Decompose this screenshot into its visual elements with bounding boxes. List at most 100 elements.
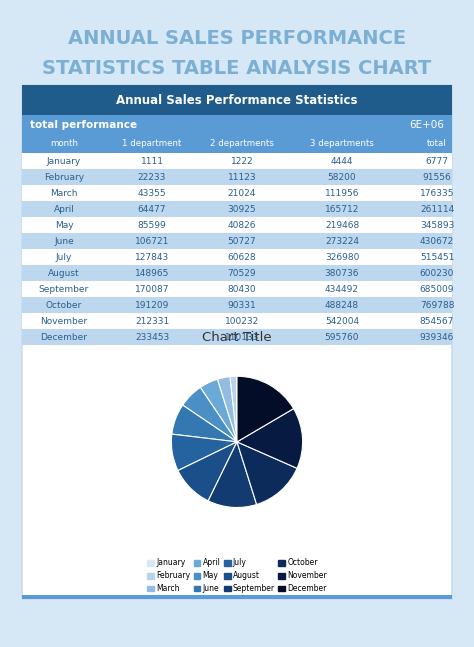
- Text: December: December: [40, 333, 88, 342]
- Text: 434492: 434492: [325, 285, 359, 294]
- Text: July: July: [56, 252, 72, 261]
- Wedge shape: [172, 434, 237, 470]
- Text: 3 departments: 3 departments: [310, 140, 374, 149]
- Text: total: total: [427, 140, 447, 149]
- FancyBboxPatch shape: [22, 233, 452, 249]
- FancyBboxPatch shape: [22, 595, 452, 599]
- Text: November: November: [40, 316, 88, 325]
- Text: 176335: 176335: [420, 188, 454, 197]
- Text: 58200: 58200: [328, 173, 356, 182]
- Text: 939346: 939346: [420, 333, 454, 342]
- Wedge shape: [201, 379, 237, 442]
- Text: 100232: 100232: [225, 316, 259, 325]
- FancyBboxPatch shape: [22, 135, 452, 153]
- Text: 85599: 85599: [137, 221, 166, 230]
- Text: 6E+06: 6E+06: [409, 120, 444, 130]
- Text: 219468: 219468: [325, 221, 359, 230]
- Text: 488248: 488248: [325, 300, 359, 309]
- Text: 345893: 345893: [420, 221, 454, 230]
- Text: 90331: 90331: [228, 300, 256, 309]
- FancyBboxPatch shape: [22, 185, 452, 201]
- Text: 4444: 4444: [331, 157, 353, 166]
- Text: 542004: 542004: [325, 316, 359, 325]
- Text: 148965: 148965: [135, 269, 169, 278]
- Wedge shape: [208, 442, 256, 507]
- Text: January: January: [47, 157, 81, 166]
- Text: 110133: 110133: [225, 333, 259, 342]
- Text: 326980: 326980: [325, 252, 359, 261]
- FancyBboxPatch shape: [22, 281, 452, 297]
- Text: 769788: 769788: [420, 300, 454, 309]
- FancyBboxPatch shape: [22, 85, 452, 115]
- Text: February: February: [44, 173, 84, 182]
- FancyBboxPatch shape: [22, 169, 452, 185]
- Text: 261114: 261114: [420, 204, 454, 214]
- Text: August: August: [48, 269, 80, 278]
- FancyBboxPatch shape: [22, 313, 452, 329]
- Text: month: month: [50, 140, 78, 149]
- Text: 212331: 212331: [135, 316, 169, 325]
- Text: 111956: 111956: [325, 188, 359, 197]
- Text: 1 department: 1 department: [122, 140, 182, 149]
- Text: Annual Sales Performance Statistics: Annual Sales Performance Statistics: [116, 94, 358, 107]
- Text: 685009: 685009: [420, 285, 454, 294]
- Wedge shape: [218, 377, 237, 442]
- Text: 854567: 854567: [420, 316, 454, 325]
- Text: 380736: 380736: [325, 269, 359, 278]
- Text: 91556: 91556: [423, 173, 451, 182]
- Wedge shape: [237, 377, 293, 442]
- Text: 22233: 22233: [138, 173, 166, 182]
- Text: 6777: 6777: [426, 157, 448, 166]
- Text: 127843: 127843: [135, 252, 169, 261]
- Text: 30925: 30925: [228, 204, 256, 214]
- Text: 50727: 50727: [228, 237, 256, 245]
- Text: 70529: 70529: [228, 269, 256, 278]
- FancyBboxPatch shape: [22, 201, 452, 217]
- Text: 1111: 1111: [140, 157, 164, 166]
- FancyBboxPatch shape: [22, 265, 452, 281]
- Text: 595760: 595760: [325, 333, 359, 342]
- Text: March: March: [50, 188, 78, 197]
- Text: May: May: [55, 221, 73, 230]
- FancyBboxPatch shape: [22, 115, 452, 135]
- Text: 60628: 60628: [228, 252, 256, 261]
- Text: 170087: 170087: [135, 285, 169, 294]
- Text: 21024: 21024: [228, 188, 256, 197]
- Wedge shape: [237, 409, 302, 468]
- Text: 600230: 600230: [420, 269, 454, 278]
- Title: Chart Title: Chart Title: [202, 331, 272, 344]
- Text: 273224: 273224: [325, 237, 359, 245]
- Wedge shape: [230, 377, 237, 442]
- Text: ANNUAL SALES PERFORMANCE: ANNUAL SALES PERFORMANCE: [68, 30, 406, 49]
- FancyBboxPatch shape: [22, 153, 452, 169]
- Text: 43355: 43355: [137, 188, 166, 197]
- FancyBboxPatch shape: [22, 217, 452, 233]
- Text: 80430: 80430: [228, 285, 256, 294]
- Text: 106721: 106721: [135, 237, 169, 245]
- Wedge shape: [237, 442, 297, 505]
- Text: 1222: 1222: [231, 157, 253, 166]
- Text: September: September: [39, 285, 89, 294]
- FancyBboxPatch shape: [22, 85, 452, 599]
- Text: 191209: 191209: [135, 300, 169, 309]
- FancyBboxPatch shape: [22, 297, 452, 313]
- Text: 11123: 11123: [228, 173, 256, 182]
- Text: total performance: total performance: [30, 120, 137, 130]
- Wedge shape: [178, 442, 237, 501]
- FancyBboxPatch shape: [22, 329, 452, 345]
- Text: 2 departments: 2 departments: [210, 140, 274, 149]
- Text: 40826: 40826: [228, 221, 256, 230]
- Text: 430672: 430672: [420, 237, 454, 245]
- FancyBboxPatch shape: [22, 249, 452, 265]
- Legend: January, February, March, April, May, June, July, August, September, October, No: January, February, March, April, May, Ju…: [144, 555, 330, 596]
- Text: 233453: 233453: [135, 333, 169, 342]
- Text: 165712: 165712: [325, 204, 359, 214]
- Wedge shape: [172, 405, 237, 442]
- Text: 64477: 64477: [138, 204, 166, 214]
- Wedge shape: [182, 388, 237, 442]
- Text: STATISTICS TABLE ANALYSIS CHART: STATISTICS TABLE ANALYSIS CHART: [42, 60, 432, 78]
- Text: 515451: 515451: [420, 252, 454, 261]
- Text: June: June: [54, 237, 74, 245]
- Text: October: October: [46, 300, 82, 309]
- Text: April: April: [54, 204, 74, 214]
